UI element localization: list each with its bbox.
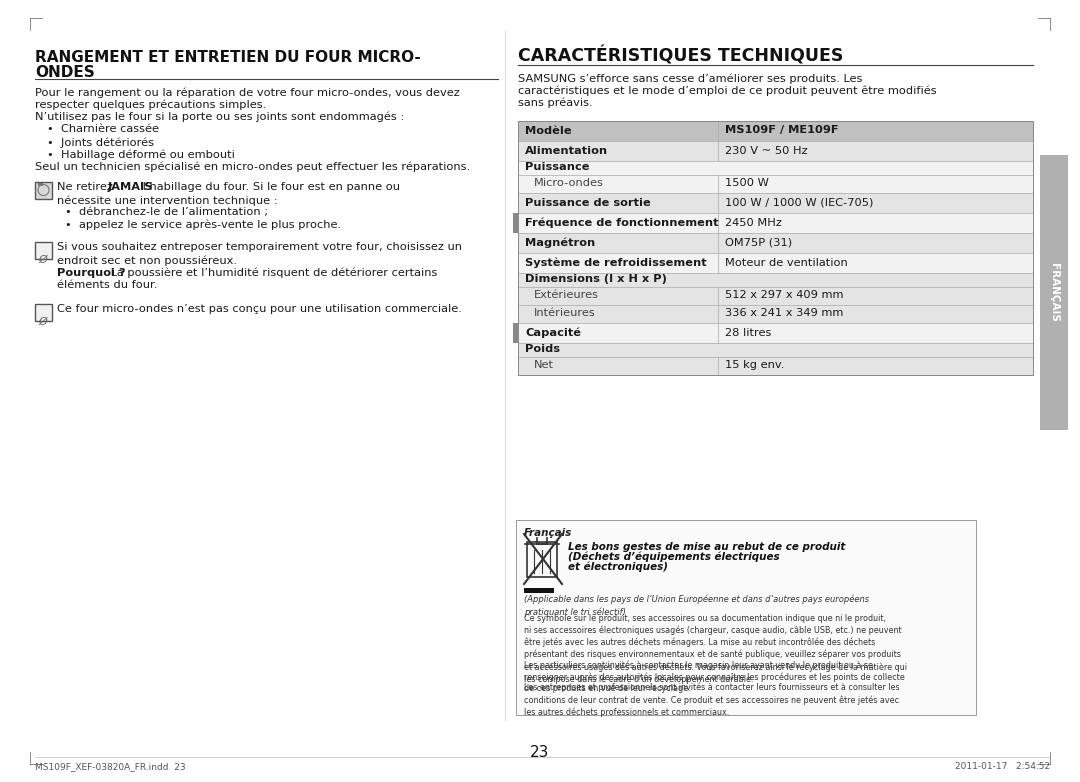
Text: 2011-01-17   2:54:52: 2011-01-17 2:54:52 [955, 762, 1050, 771]
Text: Ø: Ø [38, 254, 46, 264]
Bar [513, 213, 518, 232]
Bar [518, 304, 1032, 322]
Text: Seul un technicien spécialisé en micro-ondes peut effectuer les réparations.: Seul un technicien spécialisé en micro-o… [35, 162, 470, 173]
Text: Dimensions (l x H x P): Dimensions (l x H x P) [525, 274, 666, 285]
Text: La poussière et l’humidité risquent de détériorer certains: La poussière et l’humidité risquent de d… [107, 267, 437, 278]
Text: •  Charnière cassée: • Charnière cassée [48, 124, 159, 135]
Text: •  appelez le service après-vente le plus proche.: • appelez le service après-vente le plus… [65, 220, 341, 231]
Text: (Déchets d’équipements électriques: (Déchets d’équipements électriques [568, 552, 780, 562]
Text: Pour le rangement ou la réparation de votre four micro-ondes, vous devez: Pour le rangement ou la réparation de vo… [35, 87, 460, 98]
Text: Français: Français [524, 528, 572, 538]
Text: •  débranchez-le de l’alimentation ;: • débranchez-le de l’alimentation ; [65, 207, 268, 217]
Text: Puissance de sortie: Puissance de sortie [525, 198, 651, 207]
Text: 28 litres: 28 litres [725, 328, 771, 338]
Bar [35, 181, 52, 199]
Bar [518, 141, 1032, 160]
Bar [518, 232, 1032, 253]
Bar [518, 120, 1032, 375]
Text: Pourquoi ?: Pourquoi ? [57, 267, 125, 278]
Text: Si vous souhaitez entreposer temporairement votre four, choisissez un: Si vous souhaitez entreposer temporairem… [57, 242, 462, 253]
Text: éléments du four.: éléments du four. [57, 280, 158, 290]
Text: Puissance: Puissance [525, 163, 590, 173]
Bar [518, 160, 1032, 174]
Text: Ce four micro-ondes n’est pas conçu pour une utilisation commerciale.: Ce four micro-ondes n’est pas conçu pour… [57, 304, 462, 314]
Bar [518, 272, 1032, 286]
Text: CARACTÉRISTIQUES TECHNIQUES: CARACTÉRISTIQUES TECHNIQUES [518, 46, 843, 65]
Text: 512 x 297 x 409 mm: 512 x 297 x 409 mm [725, 290, 843, 300]
Bar [524, 534, 562, 584]
Bar [518, 343, 1032, 357]
Text: 23: 23 [530, 745, 550, 760]
Bar [518, 192, 1032, 213]
Text: Alimentation: Alimentation [525, 145, 608, 156]
Text: caractéristiques et le mode d’emploi de ce produit peuvent être modifiés: caractéristiques et le mode d’emploi de … [518, 85, 936, 96]
Text: Magnétron: Magnétron [525, 237, 595, 248]
Bar [518, 120, 1032, 141]
Text: Ce symbole sur le produit, ses accessoires ou sa documentation indique que ni le: Ce symbole sur le produit, ses accessoir… [524, 614, 907, 683]
Text: FRANÇAIS: FRANÇAIS [1049, 263, 1059, 322]
Text: ONDES: ONDES [35, 65, 95, 80]
Text: Poids: Poids [525, 345, 561, 354]
Text: Intérieures: Intérieures [534, 309, 596, 318]
Bar [518, 213, 1032, 232]
Text: Extérieures: Extérieures [534, 290, 599, 300]
Text: l’habillage du four. Si le four est en panne ou: l’habillage du four. Si le four est en p… [139, 182, 400, 192]
Text: MS109F_XEF-03820A_FR.indd  23: MS109F_XEF-03820A_FR.indd 23 [35, 762, 186, 771]
Text: et électroniques): et électroniques) [568, 562, 669, 572]
Bar [1040, 155, 1068, 430]
Text: RANGEMENT ET ENTRETIEN DU FOUR MICRO-: RANGEMENT ET ENTRETIEN DU FOUR MICRO- [35, 50, 421, 65]
Text: nécessite une intervention technique :: nécessite une intervention technique : [57, 195, 278, 206]
Bar [518, 286, 1032, 304]
Bar [516, 520, 976, 715]
Bar [518, 253, 1032, 272]
Text: (Applicable dans les pays de l’Union Européenne et dans d’autres pays européens
: (Applicable dans les pays de l’Union Eur… [524, 595, 869, 617]
Text: 15 kg env.: 15 kg env. [725, 361, 784, 371]
Text: endroit sec et non poussiéreux.: endroit sec et non poussiéreux. [57, 255, 237, 266]
Text: •  Joints détériorés: • Joints détériorés [48, 137, 154, 148]
Bar [518, 322, 1032, 343]
Text: Système de refroidissement: Système de refroidissement [525, 257, 706, 267]
Text: Fréquence de fonctionnement: Fréquence de fonctionnement [525, 217, 718, 228]
Text: 100 W / 1000 W (IEC-705): 100 W / 1000 W (IEC-705) [725, 198, 874, 207]
Text: Capacité: Capacité [525, 327, 581, 338]
Text: Ø: Ø [38, 317, 46, 327]
Text: 336 x 241 x 349 mm: 336 x 241 x 349 mm [725, 309, 843, 318]
Text: OM75P (31): OM75P (31) [725, 238, 792, 247]
Bar [527, 542, 557, 577]
Text: SAMSUNG s’efforce sans cesse d’améliorer ses produits. Les: SAMSUNG s’efforce sans cesse d’améliorer… [518, 73, 862, 84]
Text: Micro-ondes: Micro-ondes [534, 178, 604, 188]
Bar [518, 357, 1032, 375]
Bar [513, 322, 518, 343]
Text: sans préavis.: sans préavis. [518, 98, 593, 109]
Bar [518, 174, 1032, 192]
Bar [35, 303, 52, 321]
Text: 1500 W: 1500 W [725, 178, 769, 188]
Text: Les bons gestes de mise au rebut de ce produit: Les bons gestes de mise au rebut de ce p… [568, 542, 846, 552]
Text: 230 V ~ 50 Hz: 230 V ~ 50 Hz [725, 145, 808, 156]
Text: JAMAIS: JAMAIS [108, 182, 153, 192]
Text: •  Habillage déformé ou embouti: • Habillage déformé ou embouti [48, 149, 234, 160]
Text: Net: Net [534, 361, 554, 371]
Text: respecter quelques précautions simples.: respecter quelques précautions simples. [35, 99, 267, 110]
Bar [35, 242, 52, 259]
Text: Les particuliers sont invités à contacter le magasin leur ayant vendu le produit: Les particuliers sont invités à contacte… [524, 660, 905, 693]
Text: MS109F / ME109F: MS109F / ME109F [725, 125, 839, 135]
Text: 2450 MHz: 2450 MHz [725, 217, 782, 228]
Text: Les entreprises et professionnels sont invités à contacter leurs fournisseurs et: Les entreprises et professionnels sont i… [524, 683, 900, 717]
Text: N’utilisez pas le four si la porte ou ses joints sont endommagés :: N’utilisez pas le four si la porte ou se… [35, 112, 404, 123]
Bar [38, 182, 43, 185]
Text: Ne retirez: Ne retirez [57, 182, 117, 192]
Text: Modèle: Modèle [525, 125, 571, 135]
Bar [524, 588, 554, 593]
Text: Moteur de ventilation: Moteur de ventilation [725, 257, 848, 267]
